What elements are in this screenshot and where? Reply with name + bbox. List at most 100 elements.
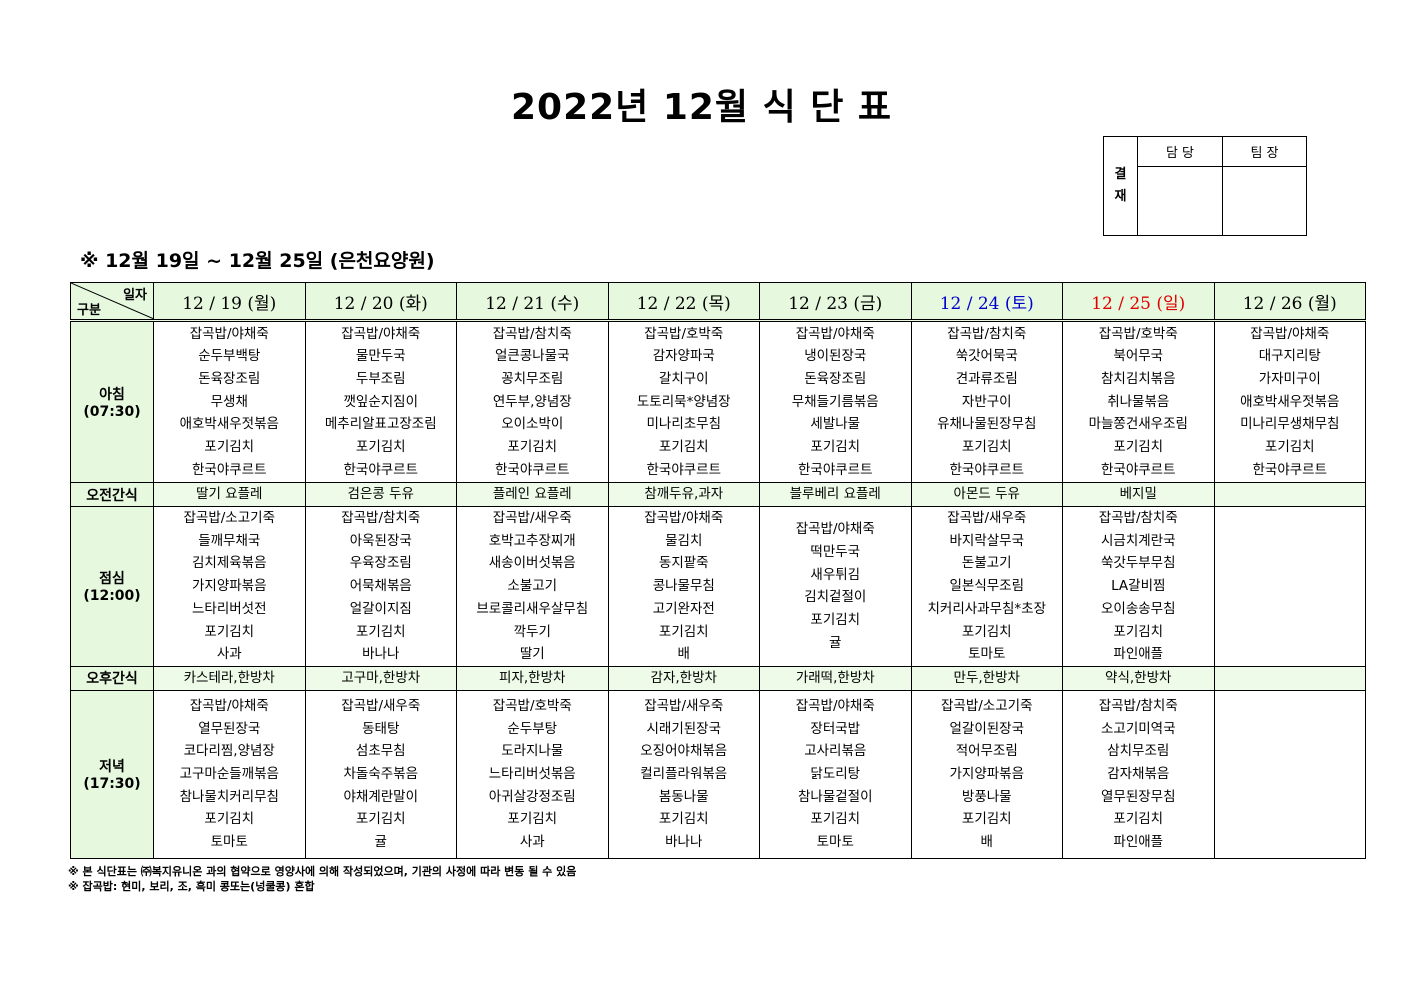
menu-cell: 잡곡밥/새우죽 시래기된장국 오징어야채볶음 컬리플라워볶음 봄동나물 포기김치 바나나 bbox=[607, 689, 760, 859]
menu-item: 포기김치 bbox=[658, 623, 709, 640]
menu-item: 포기김치 bbox=[507, 811, 558, 828]
menu-cell: 잡곡밥/야채죽 물만두국 두부조림 깻잎순지짐이 메추리알표고장조림 포기김치 한국야쿠르트 bbox=[304, 320, 457, 483]
menu-cell: 잡곡밥/야채죽 냉이된장국 돈육장조림 무채들기름볶음 세발나물 포기김치 한국야쿠르트 bbox=[759, 320, 912, 483]
menu-item: 닭도리탕 bbox=[810, 766, 861, 783]
snack-row: 오전간식 딸기 요플레 검은콩 두유 플레인 요플레 참깨두유,과자 블루베리 요플레 아몬… bbox=[70, 482, 1366, 507]
menu-cell: 만두,한방차 bbox=[910, 665, 1063, 691]
menu-item: 한국야쿠르트 bbox=[949, 461, 1025, 478]
menu-item: 포기김치 bbox=[355, 439, 406, 456]
day-header: 12 / 22 (목) bbox=[607, 282, 760, 321]
menu-item: 잡곡밥/야채죽 bbox=[189, 697, 269, 714]
menu-item: 배 bbox=[677, 646, 690, 663]
menu-item: 잡곡밥/새우죽 bbox=[341, 697, 421, 714]
menu-cell: 잡곡밥/소고기죽 얼갈이된장국 적어무조림 가지양파볶음 방풍나물 포기김치 배 bbox=[910, 689, 1063, 859]
menu-item: 한국야쿠르트 bbox=[1100, 461, 1176, 478]
menu-cell: 잡곡밥/호박죽 북어무국 참치김치볶음 취나물볶음 마늘쫑건새우조림 포기김치 한국야쿠르트 bbox=[1062, 320, 1215, 483]
menu-item: 시래기된장국 bbox=[646, 720, 722, 737]
menu-item: 잡곡밥/소고기죽 bbox=[941, 697, 1033, 714]
menu-item: 잡곡밥/참치죽 bbox=[341, 510, 421, 526]
menu-item: 한국야쿠르트 bbox=[797, 461, 873, 478]
menu-item: 김치제육볶음 bbox=[191, 555, 267, 572]
menu-item: 감자채볶음 bbox=[1107, 766, 1170, 783]
menu-item: 포기김치 bbox=[961, 439, 1012, 456]
menu-item: 토마토 bbox=[968, 646, 1006, 663]
menu-item: 블루베리 요플레 bbox=[789, 486, 881, 503]
menu-item: 검은콩 두유 bbox=[347, 486, 414, 503]
approval-box: 결 재 담 당 팀 장 bbox=[1103, 136, 1307, 236]
menu-item: 코다리찜,양념장 bbox=[183, 743, 275, 760]
menu-item: 포기김치 bbox=[1113, 811, 1164, 828]
menu-item: 배 bbox=[980, 834, 993, 851]
menu-item: 돈불고기 bbox=[961, 555, 1012, 572]
menu-cell: 검은콩 두유 bbox=[304, 482, 457, 507]
menu-item: 포기김치 bbox=[204, 811, 255, 828]
menu-item: 깍두기 bbox=[513, 623, 551, 640]
menu-item: 아욱된장국 bbox=[349, 532, 412, 549]
menu-item: 카스테라,한방차 bbox=[183, 670, 275, 687]
menu-item: 삼치무조림 bbox=[1107, 743, 1170, 760]
menu-item: 콩나물무침 bbox=[652, 578, 715, 595]
menu-cell: 잡곡밥/참치죽 쑥갓어묵국 견과류조림 자반구이 유채나물된장무침 포기김치 한국야쿠르트 bbox=[910, 320, 1063, 483]
menu-item: 참깨두유,과자 bbox=[644, 486, 724, 503]
menu-cell: 잡곡밥/야채죽 물김치 동지팥죽 콩나물무침 고기완자전 포기김치 배 bbox=[607, 506, 760, 667]
menu-item: 잡곡밥/소고기죽 bbox=[183, 510, 276, 526]
menu-table: 일자 구분 12 / 19 (월) 12 / 20 (화) 12 / 21 (수) 12 … bbox=[70, 282, 1366, 859]
menu-cell: 베지밀 bbox=[1062, 482, 1215, 507]
menu-item: 만두,한방차 bbox=[953, 670, 1020, 687]
meal-name: 저녁 bbox=[99, 759, 125, 776]
menu-item: 포기김치 bbox=[961, 623, 1012, 640]
menu-item: 치커리사과무침*초장 bbox=[927, 600, 1047, 617]
menu-cell: 잡곡밥/야채죽 순두부백탕 돈육장조림 무생채 애호박새우젓볶음 포기김치 한국야쿠르트 bbox=[153, 320, 306, 483]
menu-item: 애호박새우젓볶음 bbox=[179, 416, 279, 433]
menu-item: 애호박새우젓볶음 bbox=[1240, 393, 1340, 410]
menu-item: 느타리버섯전 bbox=[191, 600, 267, 617]
menu-item: 포기김치 bbox=[1113, 439, 1164, 456]
menu-item: 냉이된장국 bbox=[804, 348, 867, 365]
approval-sign-teamlead[interactable] bbox=[1222, 166, 1307, 236]
menu-item: 한국야쿠르트 bbox=[646, 461, 722, 478]
menu-item: 물만두국 bbox=[355, 348, 406, 365]
meal-name: 아침 bbox=[99, 387, 125, 403]
menu-item: 아귀살강정조림 bbox=[488, 788, 576, 805]
menu-item: 한국야쿠르트 bbox=[494, 461, 570, 478]
menu-item: 포기김치 bbox=[810, 811, 861, 828]
menu-item: 사과 bbox=[519, 834, 545, 851]
menu-item: 돈육장조림 bbox=[804, 370, 867, 387]
menu-cell bbox=[1213, 506, 1366, 667]
menu-item: 잡곡밥/호박죽 bbox=[644, 325, 724, 342]
menu-item: 어묵채볶음 bbox=[349, 578, 412, 595]
approval-col-manager: 담 당 bbox=[1137, 136, 1223, 167]
menu-item: 오징어야채볶음 bbox=[640, 743, 728, 760]
menu-item: 포기김치 bbox=[355, 623, 406, 640]
menu-item: 한국야쿠르트 bbox=[191, 461, 267, 478]
menu-cell: 잡곡밥/호박죽 순두부탕 도라지나물 느타리버섯볶음 아귀살강정조림 포기김치 사과 bbox=[456, 689, 609, 859]
menu-item: 감자,한방차 bbox=[650, 670, 717, 687]
menu-item: 얼갈이된장국 bbox=[949, 720, 1025, 737]
menu-item: 포기김치 bbox=[1113, 623, 1164, 640]
menu-item: 잡곡밥/야채죽 bbox=[341, 325, 421, 342]
menu-item: 딸기 bbox=[519, 646, 545, 663]
menu-cell: 잡곡밥/참치죽 얼큰콩나물국 꽁치무조림 연두부,양념장 오이소박이 포기김치 한국야쿠르트 bbox=[456, 320, 609, 483]
menu-item: 미나리초무침 bbox=[646, 416, 722, 433]
menu-item: 파인애플 bbox=[1113, 646, 1164, 663]
menu-item: 잡곡밥/야채죽 bbox=[795, 325, 875, 342]
day-header: 12 / 21 (수) bbox=[456, 282, 609, 321]
menu-item: 고구마,한방차 bbox=[341, 670, 421, 687]
menu-item: 도토리묵*양념장 bbox=[636, 393, 731, 410]
menu-item: 오이송송무침 bbox=[1100, 600, 1176, 617]
meal-label: 아침 (07:30) bbox=[70, 320, 154, 483]
menu-item: 적어무조림 bbox=[955, 743, 1018, 760]
day-header: 12 / 26 (월) bbox=[1213, 282, 1366, 321]
approval-sign-manager[interactable] bbox=[1137, 166, 1223, 236]
menu-item: 떡만두국 bbox=[810, 544, 861, 561]
corner-cell: 일자 구분 bbox=[70, 282, 154, 321]
menu-item: 호박고추장찌개 bbox=[488, 532, 576, 549]
menu-item: 감자양파국 bbox=[652, 348, 715, 365]
menu-cell: 잡곡밥/야채죽 장터국밥 고사리볶음 닭도리탕 참나물겉절이 포기김치 토마토 bbox=[759, 689, 912, 859]
menu-item: 잡곡밥/호박죽 bbox=[492, 697, 572, 714]
menu-item: 쑥갓어묵국 bbox=[955, 348, 1018, 365]
menu-item: 얼갈이지짐 bbox=[349, 600, 412, 617]
menu-item: 플레인 요플레 bbox=[492, 486, 572, 503]
meal-row: 점심 (12:00) 잡곡밥/소고기죽 들깨무채국 김치제육볶음 가지양파볶음 느타리버섯전… bbox=[70, 506, 1366, 667]
